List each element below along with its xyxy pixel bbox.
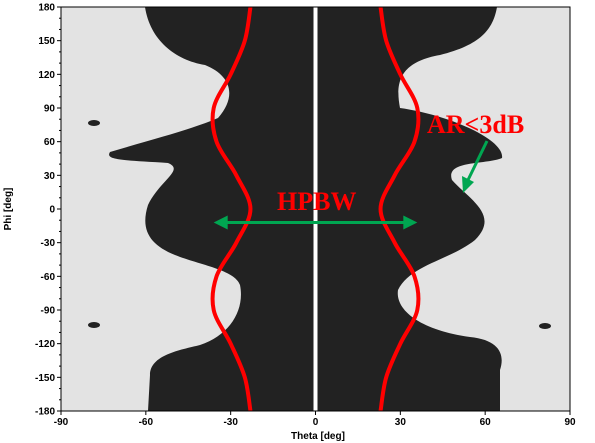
- x-tick-label: 90: [564, 417, 576, 428]
- y-tick-label: 180: [38, 3, 55, 14]
- y-tick-label: -120: [35, 339, 55, 350]
- y-tick-label: 60: [44, 137, 56, 148]
- x-axis-label: Theta [deg]: [291, 431, 345, 442]
- annotation-hpbw: HPBW: [277, 187, 356, 216]
- ar-pointer-arrow: [462, 140, 489, 193]
- hpbw-curve-right: [378, 7, 421, 411]
- x-tick-label: 0: [313, 417, 319, 428]
- x-axis-ticks: -90 -60 -30 0 30 60 90: [54, 411, 576, 428]
- ar-island-3: [539, 323, 551, 329]
- y-tick-label: -150: [35, 373, 55, 384]
- x-tick-label: -60: [139, 417, 154, 428]
- x-tick-label: -30: [223, 417, 238, 428]
- y-tick-label: -60: [41, 272, 56, 283]
- y-tick-label: 90: [44, 104, 56, 115]
- y-tick-label: 30: [44, 171, 56, 182]
- hpbw-curve-left: [210, 7, 253, 411]
- x-tick-label: 30: [395, 417, 407, 428]
- ar-region-center: [109, 7, 503, 411]
- hpbw-arrow: [213, 215, 418, 230]
- x-tick-label: -90: [54, 417, 69, 428]
- x-tick-label: 60: [480, 417, 492, 428]
- y-tick-label: -180: [35, 407, 55, 418]
- y-tick-label: 0: [49, 205, 55, 216]
- y-tick-label: -90: [41, 306, 56, 317]
- y-axis-label: Phi [deg]: [3, 188, 14, 231]
- y-tick-label: -30: [41, 238, 56, 249]
- ar-island-1: [88, 120, 100, 126]
- y-axis-ticks: 180 150 120 90 60 30 0 -30 -60 -90 -120 -150 -180: [35, 3, 61, 418]
- y-tick-label: 150: [38, 36, 55, 47]
- y-tick-label: 120: [38, 70, 55, 81]
- ar-island-2: [88, 322, 100, 328]
- annotation-ar: AR<3dB: [427, 110, 524, 139]
